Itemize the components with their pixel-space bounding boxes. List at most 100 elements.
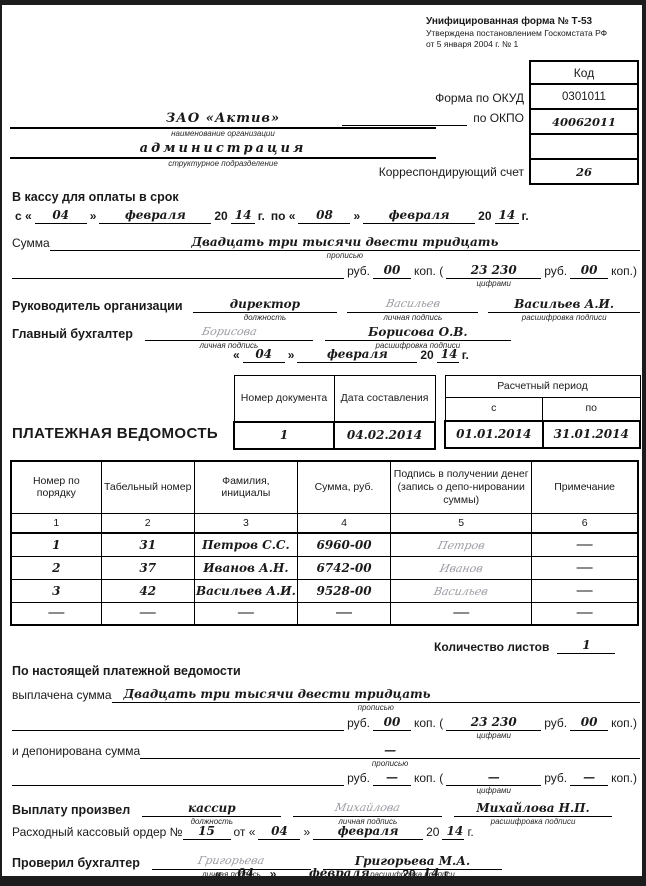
- row4-number: —: [10, 601, 102, 626]
- deposited-sum-label: и депонирована сумма: [12, 744, 141, 758]
- deposited-kopecks: —: [372, 770, 411, 786]
- row2-note: —: [531, 555, 639, 580]
- paid-kopecks: 00: [372, 715, 411, 731]
- kop-close-token: коп.): [611, 264, 637, 278]
- paid-rub-token: руб.: [347, 716, 370, 730]
- kop-open-token: коп. (: [413, 264, 444, 278]
- check-date-row: « 04 » февраля 20 14 г.: [212, 866, 454, 881]
- checker-row: Проверил бухгалтер Григорьева личная под…: [12, 851, 502, 876]
- approval-year: 14: [436, 347, 459, 363]
- year-token: г.: [257, 209, 265, 223]
- century-token: 20: [214, 209, 228, 223]
- document-date-label: Дата составления: [333, 375, 436, 422]
- sum-digits-caption: цифрами: [476, 279, 511, 288]
- payroll-header-row: Номер по порядку Табельный номер Фамилия…: [10, 460, 639, 514]
- payroll-colnum-row: 1 2 3 4 5 6: [10, 512, 639, 534]
- col-header-personnel-number: Табельный номер: [100, 460, 195, 514]
- row1-personnel-number: 31: [100, 532, 195, 557]
- rub-token: руб.: [347, 264, 370, 278]
- row3-signature: Васильев: [432, 584, 490, 598]
- settlement-to-label: по: [542, 397, 641, 421]
- checker-name-caption: расшифровка подписи: [370, 870, 455, 880]
- head-signature-row: Руководитель организации директор должно…: [12, 294, 640, 322]
- chief-accountant-name: Борисова О.В.: [324, 325, 511, 342]
- organization-name: ЗАО «Актив»: [165, 111, 281, 126]
- cashdesk-intro: В кассу для оплаты в срок: [12, 190, 179, 204]
- organization-name-caption: наименование организации: [171, 129, 275, 138]
- chief-accountant-row: Главный бухгалтер Борисова личная подпис…: [12, 322, 512, 350]
- okud-code: 0301011: [529, 83, 639, 110]
- sum-in-words: Двадцать три тысячи двести тридцать: [49, 235, 640, 251]
- deposited-rub-token2: руб.: [544, 771, 568, 785]
- col-header-number: Номер по порядку: [10, 460, 102, 514]
- cash-order-row: Расходный кассовый ордер № 15 от « 04 » …: [12, 824, 477, 840]
- rub-token2: руб.: [544, 264, 568, 278]
- table-row: 1 31 Петров С.С. 6960-00 Петров —: [10, 532, 639, 557]
- paid-digits: 23 230: [446, 715, 542, 731]
- row2-name: Иванов А.Н.: [193, 555, 298, 580]
- period-month-to: февраля: [363, 208, 476, 224]
- summary-title: По настоящей платежной ведомости: [12, 664, 241, 678]
- paid-rub-token2: руб.: [544, 716, 568, 730]
- head-name-caption: расшифровка подписи: [521, 313, 607, 323]
- settlement-from-value: 01.01.2014: [444, 419, 544, 449]
- cash-order-from-token: от «: [233, 825, 256, 839]
- colnum-3: 3: [193, 512, 298, 534]
- colnum-1: 1: [10, 512, 102, 534]
- chief-accountant-name-caption: расшифровка подписи: [375, 341, 461, 351]
- sheets-count-label: Количество листов: [434, 640, 550, 654]
- paid-digits-caption: цифрами: [476, 731, 511, 740]
- period-day-to: 08: [298, 208, 351, 224]
- row2-number: 2: [10, 555, 102, 580]
- settlement-period-box: Расчетный период с по 01.01.2014 31.01.2…: [444, 375, 641, 449]
- okud-label: Форма по ОКУД: [435, 91, 524, 105]
- chief-accountant-signature-caption: личная подпись: [199, 341, 259, 351]
- document-number-label: Номер документа: [233, 375, 335, 422]
- approval-day: 04: [242, 347, 285, 363]
- paid-kopecks2: 00: [570, 715, 609, 731]
- deposited-kop-open-token: коп. (: [413, 771, 444, 785]
- deposited-digits-caption: цифрами: [476, 786, 511, 795]
- sheets-count-value: 1: [557, 638, 616, 654]
- period-month-from: февраля: [99, 208, 212, 224]
- cashier-row: Выплату произвел кассир должность Михайл…: [12, 798, 612, 826]
- col-header-signature: Подпись в получении денег (запись о депо…: [390, 460, 533, 514]
- form-stamp: Унифицированная форма № Т-53 Утверждена …: [426, 15, 638, 50]
- sum-kopecks2: 00: [570, 263, 609, 279]
- structural-unit: администрация: [139, 141, 307, 156]
- row3-sum: 9528-00: [296, 578, 392, 603]
- check-date-month: февраля: [279, 866, 399, 876]
- row4-name: —: [193, 601, 298, 626]
- cashier-signature: Михайлова: [334, 801, 402, 814]
- payroll-table: Номер по порядку Табельный номер Фамилия…: [10, 460, 639, 626]
- cashier-name-caption: расшифровка подписи: [490, 817, 576, 827]
- sheets-count-row: Количество листов 1: [434, 638, 616, 654]
- col-header-name: Фамилия, инициалы: [193, 460, 298, 514]
- deposited-kopecks2: —: [570, 770, 609, 786]
- settlement-period-label: Расчетный период: [444, 375, 641, 398]
- check-date-quote-open: «: [215, 867, 222, 881]
- cash-order-quote-close: »: [303, 825, 311, 839]
- check-date-quote-close: »: [269, 867, 277, 881]
- deposited-kop-close-token: коп.): [611, 771, 637, 785]
- document-date-value: 04.02.2014: [333, 420, 436, 450]
- col-header-sum: Сумма, руб.: [296, 460, 392, 514]
- table-row: 3 42 Васильев А.И. 9528-00 Васильев —: [10, 578, 639, 603]
- okpo-label-row: по ОКПО: [342, 111, 524, 126]
- paid-continuation-line: [12, 716, 345, 731]
- row1-name: Петров С.С.: [193, 532, 298, 557]
- row3-number: 3: [10, 578, 102, 603]
- col-header-note: Примечание: [531, 460, 639, 514]
- row2-personnel-number: 37: [100, 555, 195, 580]
- checker-signature: Григорьева: [197, 854, 267, 867]
- chief-accountant-label: Главный бухгалтер: [12, 327, 133, 342]
- sum-kopecks: 00: [372, 263, 411, 279]
- paid-kop-close-token: коп.): [611, 716, 637, 730]
- row2-signature: Иванов: [438, 561, 484, 575]
- cashier-position-caption: должность: [190, 817, 234, 827]
- settlement-from-label: с: [444, 397, 543, 421]
- okpo-code: 40062011: [529, 108, 639, 135]
- row2-sum: 6742-00: [296, 555, 392, 580]
- head-signature: Васильев: [384, 297, 442, 310]
- to-open-token: по «: [270, 209, 296, 223]
